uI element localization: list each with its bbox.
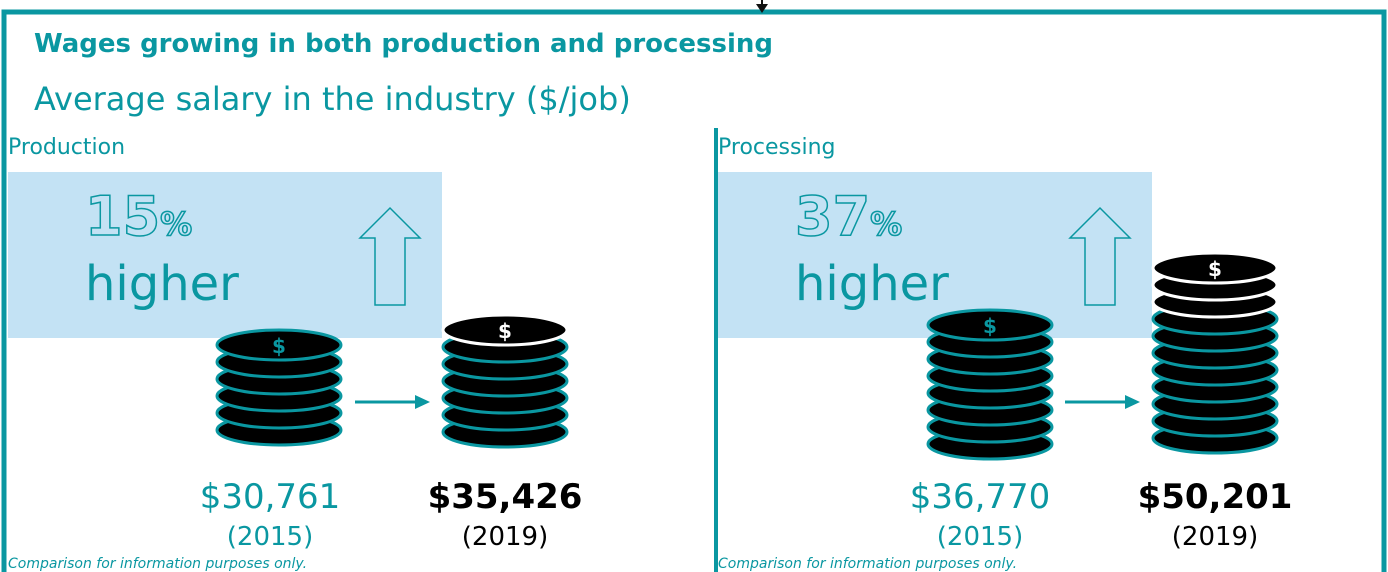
percent-sign: % [870,205,902,243]
subtitle: Average salary in the industry ($/job) [34,80,631,118]
before-year: (2015) [937,522,1023,552]
percent-number: 37 [795,185,870,248]
panel-label: Production [8,135,125,160]
percent-number: 15 [85,185,160,248]
percent-sign: % [160,205,192,243]
after-year: (2019) [462,522,548,552]
panel: Production 15% higher $ $ $30,761 (2015) $35,42… [8,135,582,572]
percent: 37% [795,185,902,248]
change: higher [795,256,949,312]
flow-arrow-head [415,395,430,409]
flow-arrow-head [1125,395,1140,409]
highlight-box [8,172,442,338]
dollar-sign: $ [498,319,512,343]
coin [1151,251,1279,285]
panels: Production 15% higher $ $ $30,761 (2015) $35,42… [8,135,1292,572]
before-year: (2015) [227,522,313,552]
connector-head [756,4,768,13]
panel-label: Processing [718,135,835,160]
dollar-sign: $ [1208,257,1222,281]
coin [215,328,343,362]
title: Wages growing in both production and pro… [34,29,773,59]
change: higher [85,256,239,312]
note: Comparison for information purposes only… [8,556,307,572]
note: Comparison for information purposes only… [718,556,1017,572]
after-value: $35,426 [428,477,583,517]
after-value: $50,201 [1138,477,1293,517]
coin [926,308,1054,342]
panel: Processing 37% higher $ $ $36,770 (2015) $50,20… [718,135,1292,572]
up-arrow [358,206,422,306]
frame [1,9,1387,572]
dollar-sign: $ [272,334,286,358]
highlight-box [718,172,1152,338]
up-arrow [1068,206,1132,306]
after-year: (2019) [1172,522,1258,552]
percent: 15% [85,185,192,248]
before-value: $30,761 [200,477,341,517]
coin [441,313,569,347]
before-value: $36,770 [910,477,1051,517]
dollar-sign: $ [983,314,997,338]
